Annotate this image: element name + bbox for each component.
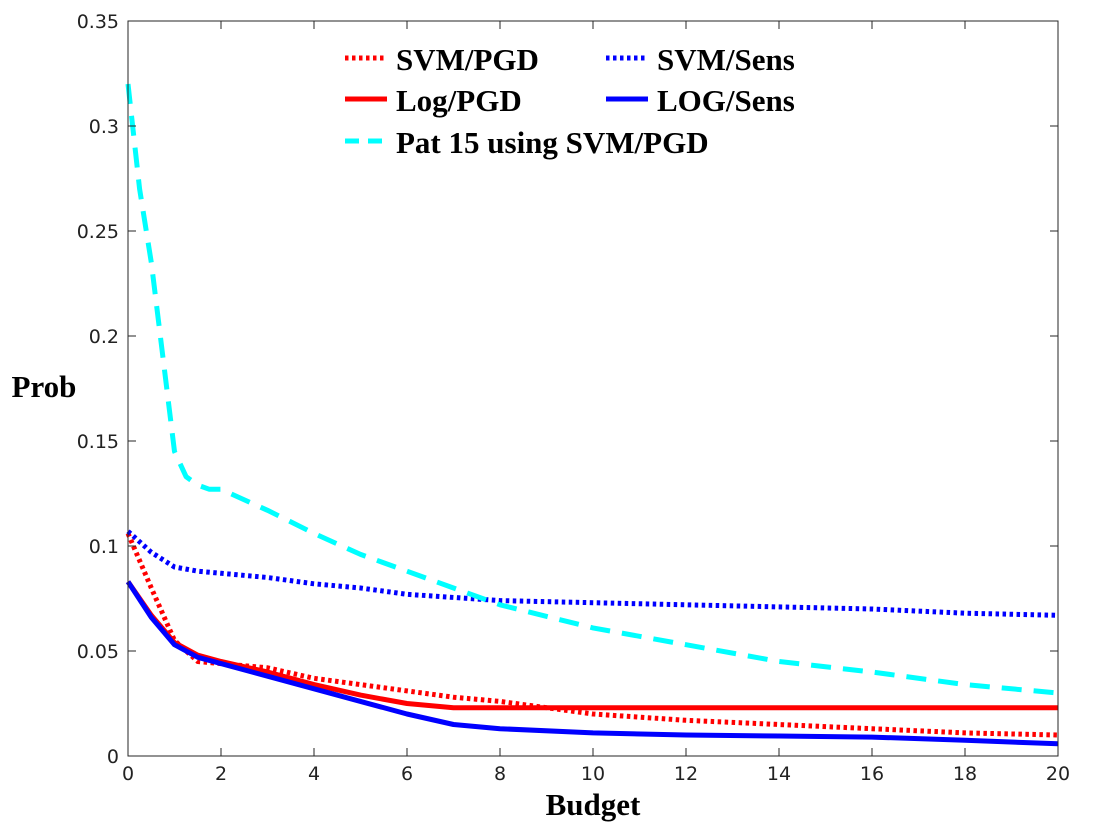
series-layer — [125, 83, 1059, 747]
y-tick-label: 0.25 — [77, 221, 119, 243]
x-tick-label: 18 — [953, 763, 977, 785]
legend-label-2: Log/PGD — [396, 83, 522, 118]
legend-label-1: SVM/Sens — [657, 42, 795, 77]
legend-label-0: SVM/PGD — [396, 42, 539, 77]
y-tick-label: 0.2 — [89, 326, 119, 348]
series-line-4 — [125, 83, 1059, 696]
series-line-0 — [125, 532, 1059, 738]
y-tick-label: 0.15 — [77, 431, 119, 453]
axes-ticks: 0 2 4 6 8 10 12 14 16 18 20 0 0.05 0.1 0.15 0.2 0.25 0.3 0… — [77, 11, 1070, 785]
series-line-3 — [125, 580, 1059, 747]
y-tick-label: 0 — [107, 746, 119, 768]
x-tick-label: 14 — [767, 763, 791, 785]
legend-label-4: Pat 15 using SVM/PGD — [396, 125, 709, 160]
y-tick-label: 0.05 — [77, 641, 119, 663]
x-tick-label: 6 — [401, 763, 413, 785]
series-line-1 — [126, 529, 1059, 618]
legend: SVM/PGD SVM/Sens Log/PGD LOG/Sens Pat 15 usi… — [345, 42, 795, 160]
x-tick-label: 16 — [860, 763, 884, 785]
x-tick-label: 10 — [581, 763, 605, 785]
x-tick-label: 0 — [122, 763, 134, 785]
x-tick-label: 4 — [308, 763, 320, 785]
legend-label-3: LOG/Sens — [657, 83, 795, 118]
x-tick-label: 2 — [215, 763, 227, 785]
y-tick-label: 0.3 — [89, 116, 119, 138]
x-tick-label: 12 — [674, 763, 698, 785]
x-tick-label: 20 — [1046, 763, 1070, 785]
x-tick-label: 8 — [494, 763, 506, 785]
x-axis-label: Budget — [546, 787, 641, 822]
y-axis-label: Prob — [12, 369, 77, 404]
y-tick-label: 0.1 — [89, 536, 119, 558]
y-tick-label: 0.35 — [77, 11, 119, 33]
